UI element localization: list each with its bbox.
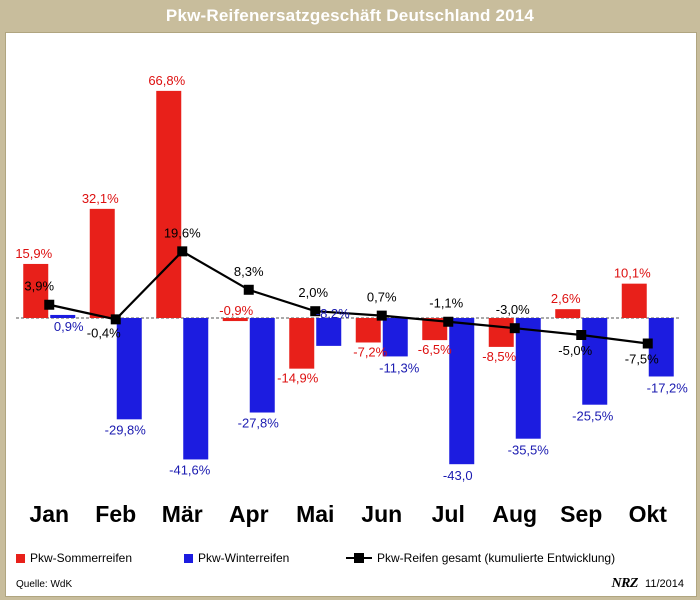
x-tick-label-3: Apr: [229, 501, 269, 527]
legend-item-summer: Pkw-Sommerreifen: [16, 551, 132, 565]
label-winter-5: -11,3%: [379, 360, 420, 375]
label-summer-7: -8,5%: [482, 349, 516, 364]
bar-winter-4: [316, 318, 342, 346]
label-total-0: 3,9%: [24, 279, 54, 294]
bar-winter-6: [449, 318, 475, 465]
marker-total-5: [376, 310, 387, 321]
bar-summer-2: [156, 90, 182, 318]
bar-winter-2: [183, 318, 209, 460]
bar-summer-6: [422, 318, 448, 341]
brand-logo: NRZ: [611, 576, 638, 591]
chart-plot: 15,9% 32,1% 66,8% -0,9% -14,9% -7,2% -6,5% -8,5…: [15, 73, 689, 527]
bar-winter-3: [249, 318, 275, 413]
marker-total-0: [44, 299, 55, 310]
label-summer-3: -0,9%: [219, 303, 253, 318]
bar-summer-3: [222, 318, 248, 322]
bar-winter-8: [582, 318, 608, 405]
marker-total-7: [509, 323, 520, 334]
bar-summer-7: [488, 318, 514, 347]
x-tick-label-6: Jul: [432, 501, 465, 527]
label-total-6: -1,1%: [429, 296, 463, 311]
label-total-7: -3,0%: [496, 302, 530, 317]
label-total-5: 0,7%: [367, 290, 397, 305]
x-tick-label-1: Feb: [95, 501, 136, 527]
bar-winter-5: [382, 318, 408, 357]
legend-swatch-summer: [16, 553, 25, 563]
label-summer-6: -6,5%: [418, 342, 452, 357]
label-total-1: -0,4%: [87, 325, 121, 340]
line-total: [49, 249, 648, 345]
legend-label-total: Pkw-Reifen gesamt (kumulierte Entwicklun…: [377, 551, 616, 565]
x-tick-label-4: Mai: [296, 501, 334, 527]
bar-summer-4: [289, 318, 315, 369]
bar-summer-1: [89, 208, 115, 318]
label-total-9: -7,5%: [625, 352, 659, 367]
label-winter-2: -41,6%: [169, 462, 211, 477]
chart-title: Pkw-Reifenersatzgeschäft Deutschland 201…: [165, 6, 535, 25]
marker-total-2: [177, 246, 188, 257]
marker-total-1: [110, 314, 121, 325]
label-winter-3: -27,8%: [238, 416, 280, 431]
marker-total-6: [443, 316, 454, 327]
label-summer-8: 2,6%: [551, 291, 581, 306]
label-summer-5: -7,2%: [353, 344, 387, 359]
label-winter-4: -8,2%: [316, 306, 350, 321]
bar-summer-8: [555, 309, 581, 318]
label-total-3: 8,3%: [234, 264, 264, 279]
chart-panel: 15,9% 32,1% 66,8% -0,9% -14,9% -7,2% -6,5% -8,5…: [5, 32, 697, 597]
bar-summer-9: [621, 283, 647, 318]
legend-label-summer: Pkw-Sommerreifen: [30, 551, 133, 565]
label-summer-4: -14,9%: [277, 371, 319, 386]
x-tick-label-9: Okt: [629, 501, 668, 527]
bar-winter-0: [50, 314, 76, 318]
label-winter-1: -29,8%: [105, 422, 147, 437]
brand-date: 11/2014: [645, 578, 684, 590]
legend-item-winter: Pkw-Winterreifen: [184, 551, 289, 565]
source-note: Quelle: WdK: [16, 579, 73, 590]
x-tick-label-5: Jun: [361, 501, 402, 527]
label-summer-9: 10,1%: [614, 266, 651, 281]
label-summer-1: 32,1%: [82, 191, 119, 206]
marker-total-4: [310, 306, 321, 317]
x-tick-label-0: Jan: [29, 501, 69, 527]
label-winter-0: 0,9%: [54, 319, 84, 334]
legend-item-total: Pkw-Reifen gesamt (kumulierte Entwicklun…: [346, 551, 615, 565]
legend-label-winter: Pkw-Winterreifen: [198, 551, 290, 565]
x-tick-label-8: Sep: [560, 501, 602, 527]
label-winter-8: -25,5%: [572, 409, 614, 424]
brand-mark: NRZ 11/2014: [611, 576, 684, 592]
x-tick-label-2: Mär: [162, 501, 203, 527]
x-tick-label-7: Aug: [492, 501, 537, 527]
bar-winter-9: [648, 318, 674, 377]
label-winter-6: -43,0: [443, 468, 473, 483]
label-winter-9: -17,2%: [647, 380, 689, 395]
label-summer-2: 66,8%: [148, 73, 185, 88]
legend: Pkw-Sommerreifen Pkw-Winterreifen Pkw-Re…: [16, 551, 696, 569]
bar-summer-5: [355, 318, 381, 343]
legend-swatch-winter: [184, 553, 193, 563]
bar-winter-1: [116, 318, 142, 420]
label-winter-7: -35,5%: [508, 443, 550, 458]
label-summer-0: 15,9%: [15, 246, 52, 261]
bar-winter-7: [515, 318, 541, 439]
marker-total-3: [243, 284, 254, 295]
label-total-8: -5,0%: [558, 343, 592, 358]
marker-total-8: [576, 330, 587, 340]
label-total-2: 19,6%: [164, 225, 201, 240]
marker-total-9: [642, 338, 653, 349]
label-total-4: 2,0%: [298, 285, 328, 300]
legend-swatch-total: [346, 553, 372, 563]
bar-summer-0: [23, 263, 49, 318]
